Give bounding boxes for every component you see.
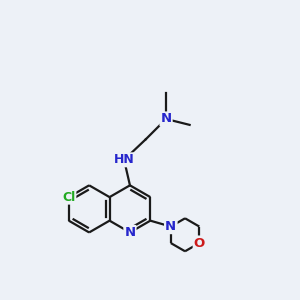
Text: Cl: Cl: [62, 190, 75, 204]
Text: N: N: [165, 220, 176, 233]
Text: O: O: [194, 236, 205, 250]
Text: HN: HN: [114, 153, 134, 166]
Text: N: N: [124, 226, 136, 239]
Text: N: N: [160, 112, 172, 125]
Text: N: N: [165, 220, 176, 233]
